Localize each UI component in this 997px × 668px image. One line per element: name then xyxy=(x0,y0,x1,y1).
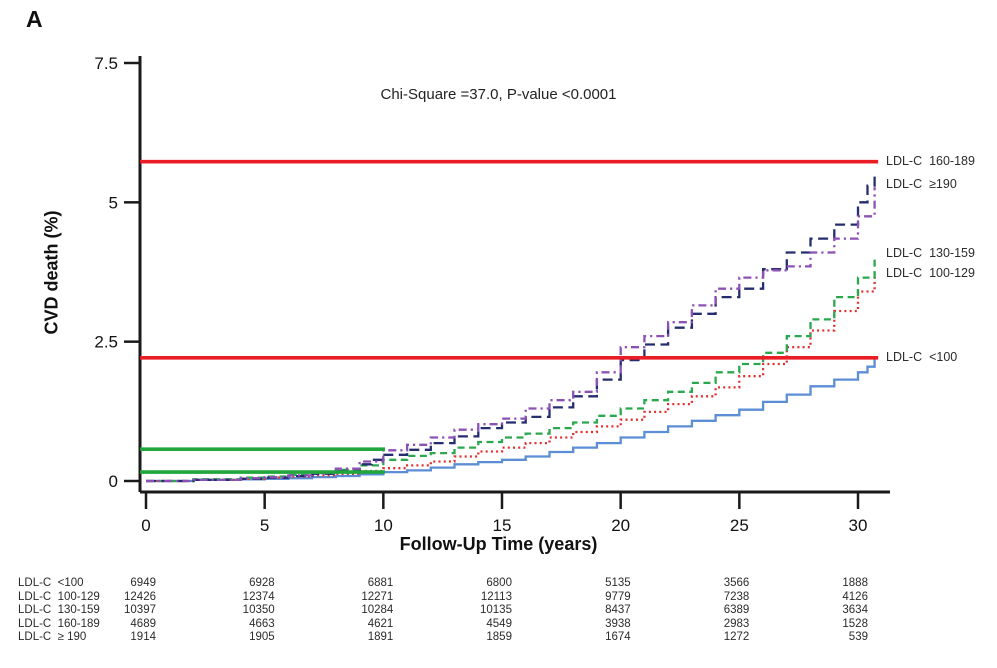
chi-square-annotation: Chi-Square =37.0, P-value <0.0001 xyxy=(380,86,617,103)
curve-ldl-c-100 xyxy=(146,359,876,483)
x-tick-label: 5 xyxy=(260,516,269,535)
y-tick-label: 2.5 xyxy=(94,333,118,352)
curve-label: LDL-C ≥190 xyxy=(886,176,957,191)
curve-label: LDL-C 160-189 xyxy=(886,153,975,168)
curve-ldl-c-190 xyxy=(146,187,876,483)
x-tick-label: 0 xyxy=(141,516,150,535)
curve-label: LDL-C 100-129 xyxy=(886,266,975,280)
x-tick-label: 10 xyxy=(374,516,393,535)
x-tick-label: 20 xyxy=(611,516,630,535)
x-tick-label: 25 xyxy=(730,516,749,535)
y-tick-label: 5 xyxy=(109,193,118,212)
curve-ldl-c-160-189 xyxy=(146,174,876,483)
panel-label: A xyxy=(26,6,43,32)
curve-ldl-c-130-159 xyxy=(146,255,876,483)
x-tick-label: 30 xyxy=(849,516,868,535)
curve-label: LDL-C <100 xyxy=(886,350,958,365)
x-axis-title: Follow-Up Time (years) xyxy=(399,534,598,554)
y-tick-label: 0 xyxy=(109,472,118,491)
curve-label: LDL-C 130-159 xyxy=(886,245,975,260)
x-tick-label: 15 xyxy=(493,516,512,535)
y-tick-label: 7.5 xyxy=(94,54,118,73)
